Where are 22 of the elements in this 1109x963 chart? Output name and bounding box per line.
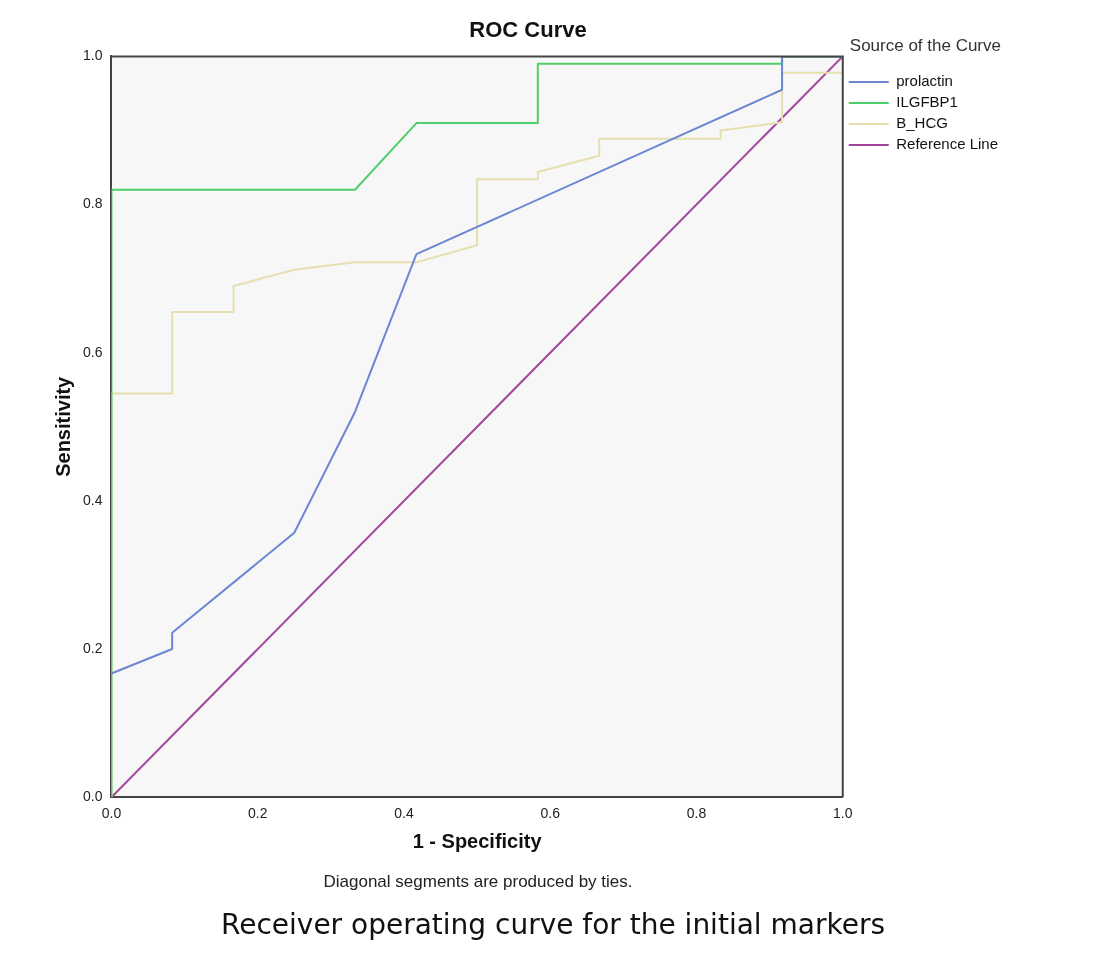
y-axis-title: Sensitivity xyxy=(51,375,74,477)
legend-title: Source of the Curve xyxy=(849,36,1001,56)
x-tick-label: 0.0 xyxy=(101,805,122,822)
chart-title: ROC Curve xyxy=(469,17,587,43)
x-tick-label: 0.4 xyxy=(394,805,414,822)
legend-label: B_HCG xyxy=(896,114,948,132)
y-tick-label: 1.0 xyxy=(82,47,103,64)
y-tick-label: 0.6 xyxy=(82,343,103,360)
y-tick-label: 0.2 xyxy=(82,639,103,656)
y-tick-label: 0.8 xyxy=(82,195,103,212)
x-tick-label: 0.6 xyxy=(540,805,561,822)
text: Receiver operating curve for the initial markers xyxy=(220,908,886,941)
text: Diagonal segments are produced by ties. xyxy=(322,872,634,892)
y-tick-label: 0.0 xyxy=(82,788,103,805)
y-tick-label: 0.4 xyxy=(82,491,103,508)
legend-label: ILGFBP1 xyxy=(896,93,958,111)
x-tick-label: 1.0 xyxy=(833,805,853,822)
legend-label: Reference Line xyxy=(896,135,998,153)
x-axis-title: 1 - Specificity xyxy=(412,829,543,852)
legend-label: prolactin xyxy=(896,72,953,90)
x-tick-label: 0.2 xyxy=(247,805,268,822)
x-tick-label: 0.8 xyxy=(686,805,707,822)
